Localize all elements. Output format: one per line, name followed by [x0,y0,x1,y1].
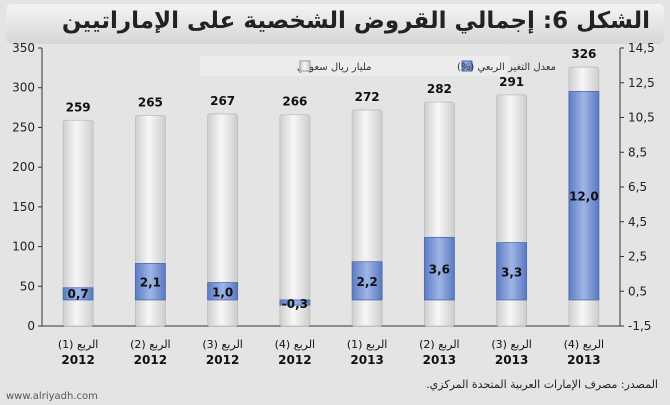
right-tick-label: 0,5 [628,284,647,298]
category-year: 2013 [567,353,600,367]
change-bar [568,91,600,301]
change-value-label: 3,6 [429,263,450,277]
total-value-label: 291 [499,75,524,89]
right-tick-label: 14,5 [628,41,655,55]
left-tick-label: 100 [12,240,35,254]
left-tick-label: 350 [12,41,35,55]
change-bar [207,282,239,301]
change-bar [62,287,94,301]
legend-swatch-total [299,60,311,72]
category-year: 2013 [495,353,528,367]
category-label: الربع (3) [202,338,242,351]
left-tick-label: 250 [12,120,35,134]
category-year: 2013 [350,353,383,367]
category-year: 2013 [423,353,456,367]
right-tick-label: 8,5 [628,145,647,159]
left-tick-label: 50 [20,279,35,293]
right-tick-label: 12,5 [628,76,655,90]
right-tick-label: 2,5 [628,250,647,264]
total-value-label: 272 [355,90,380,104]
total-value-label: 267 [210,94,235,108]
legend-label-total: مليار ريال سعودي [297,62,372,73]
category-year: 2012 [134,353,167,367]
change-value-label: 12,0 [569,190,599,204]
category-label: الربع (1) [347,338,387,351]
left-tick-label: 200 [12,160,35,174]
watermark: www.alriyadh.com [6,391,98,402]
change-bar [496,242,528,301]
total-value-label: 259 [66,100,91,114]
left-tick-label: 300 [12,81,35,95]
source-note: المصدر: مصرف الإمارات العربية المتحدة ال… [426,378,658,391]
right-tick-label: 10,5 [628,111,655,125]
category-label: الربع (2) [130,338,170,351]
category-label: الربع (4) [275,338,315,351]
category-label: الربع (3) [491,338,531,351]
category-year: 2012 [206,353,239,367]
chart-title: الشكل 6: إجمالي القروض الشخصية على الإما… [61,8,650,34]
change-bar [279,299,311,306]
total-bar [279,114,311,327]
change-value-label: -0,3 [282,297,308,311]
title-bar: الشكل 6: إجمالي القروض الشخصية على الإما… [6,4,664,44]
category-label: الربع (2) [419,338,459,351]
left-tick-label: 0 [27,319,35,333]
total-value-label: 326 [571,47,596,61]
right-tick-label: 6,5 [628,180,647,194]
category-year: 2012 [278,353,311,367]
total-value-label: 266 [282,95,307,109]
change-value-label: 3,3 [501,265,522,279]
change-bar [351,261,383,301]
category-year: 2012 [61,353,94,367]
change-value-label: 2,1 [140,276,161,290]
change-bar [423,236,455,301]
category-label: الربع (4) [564,338,604,351]
change-bar [134,263,166,301]
total-bar [62,119,94,327]
right-tick-label: -1,5 [628,319,651,333]
change-value-label: 0,7 [67,287,88,301]
left-tick-label: 150 [12,200,35,214]
total-bar [207,113,239,327]
legend-box [200,56,510,76]
legend-label-change: معدل التغير الربعي (%) [457,62,556,73]
total-value-label: 282 [427,82,452,96]
category-label: الربع (1) [58,338,98,351]
total-value-label: 265 [138,96,163,110]
change-value-label: 2,2 [356,275,377,289]
right-tick-label: 4,5 [628,215,647,229]
change-value-label: 1,0 [212,285,233,299]
legend-swatch-change [461,60,473,72]
